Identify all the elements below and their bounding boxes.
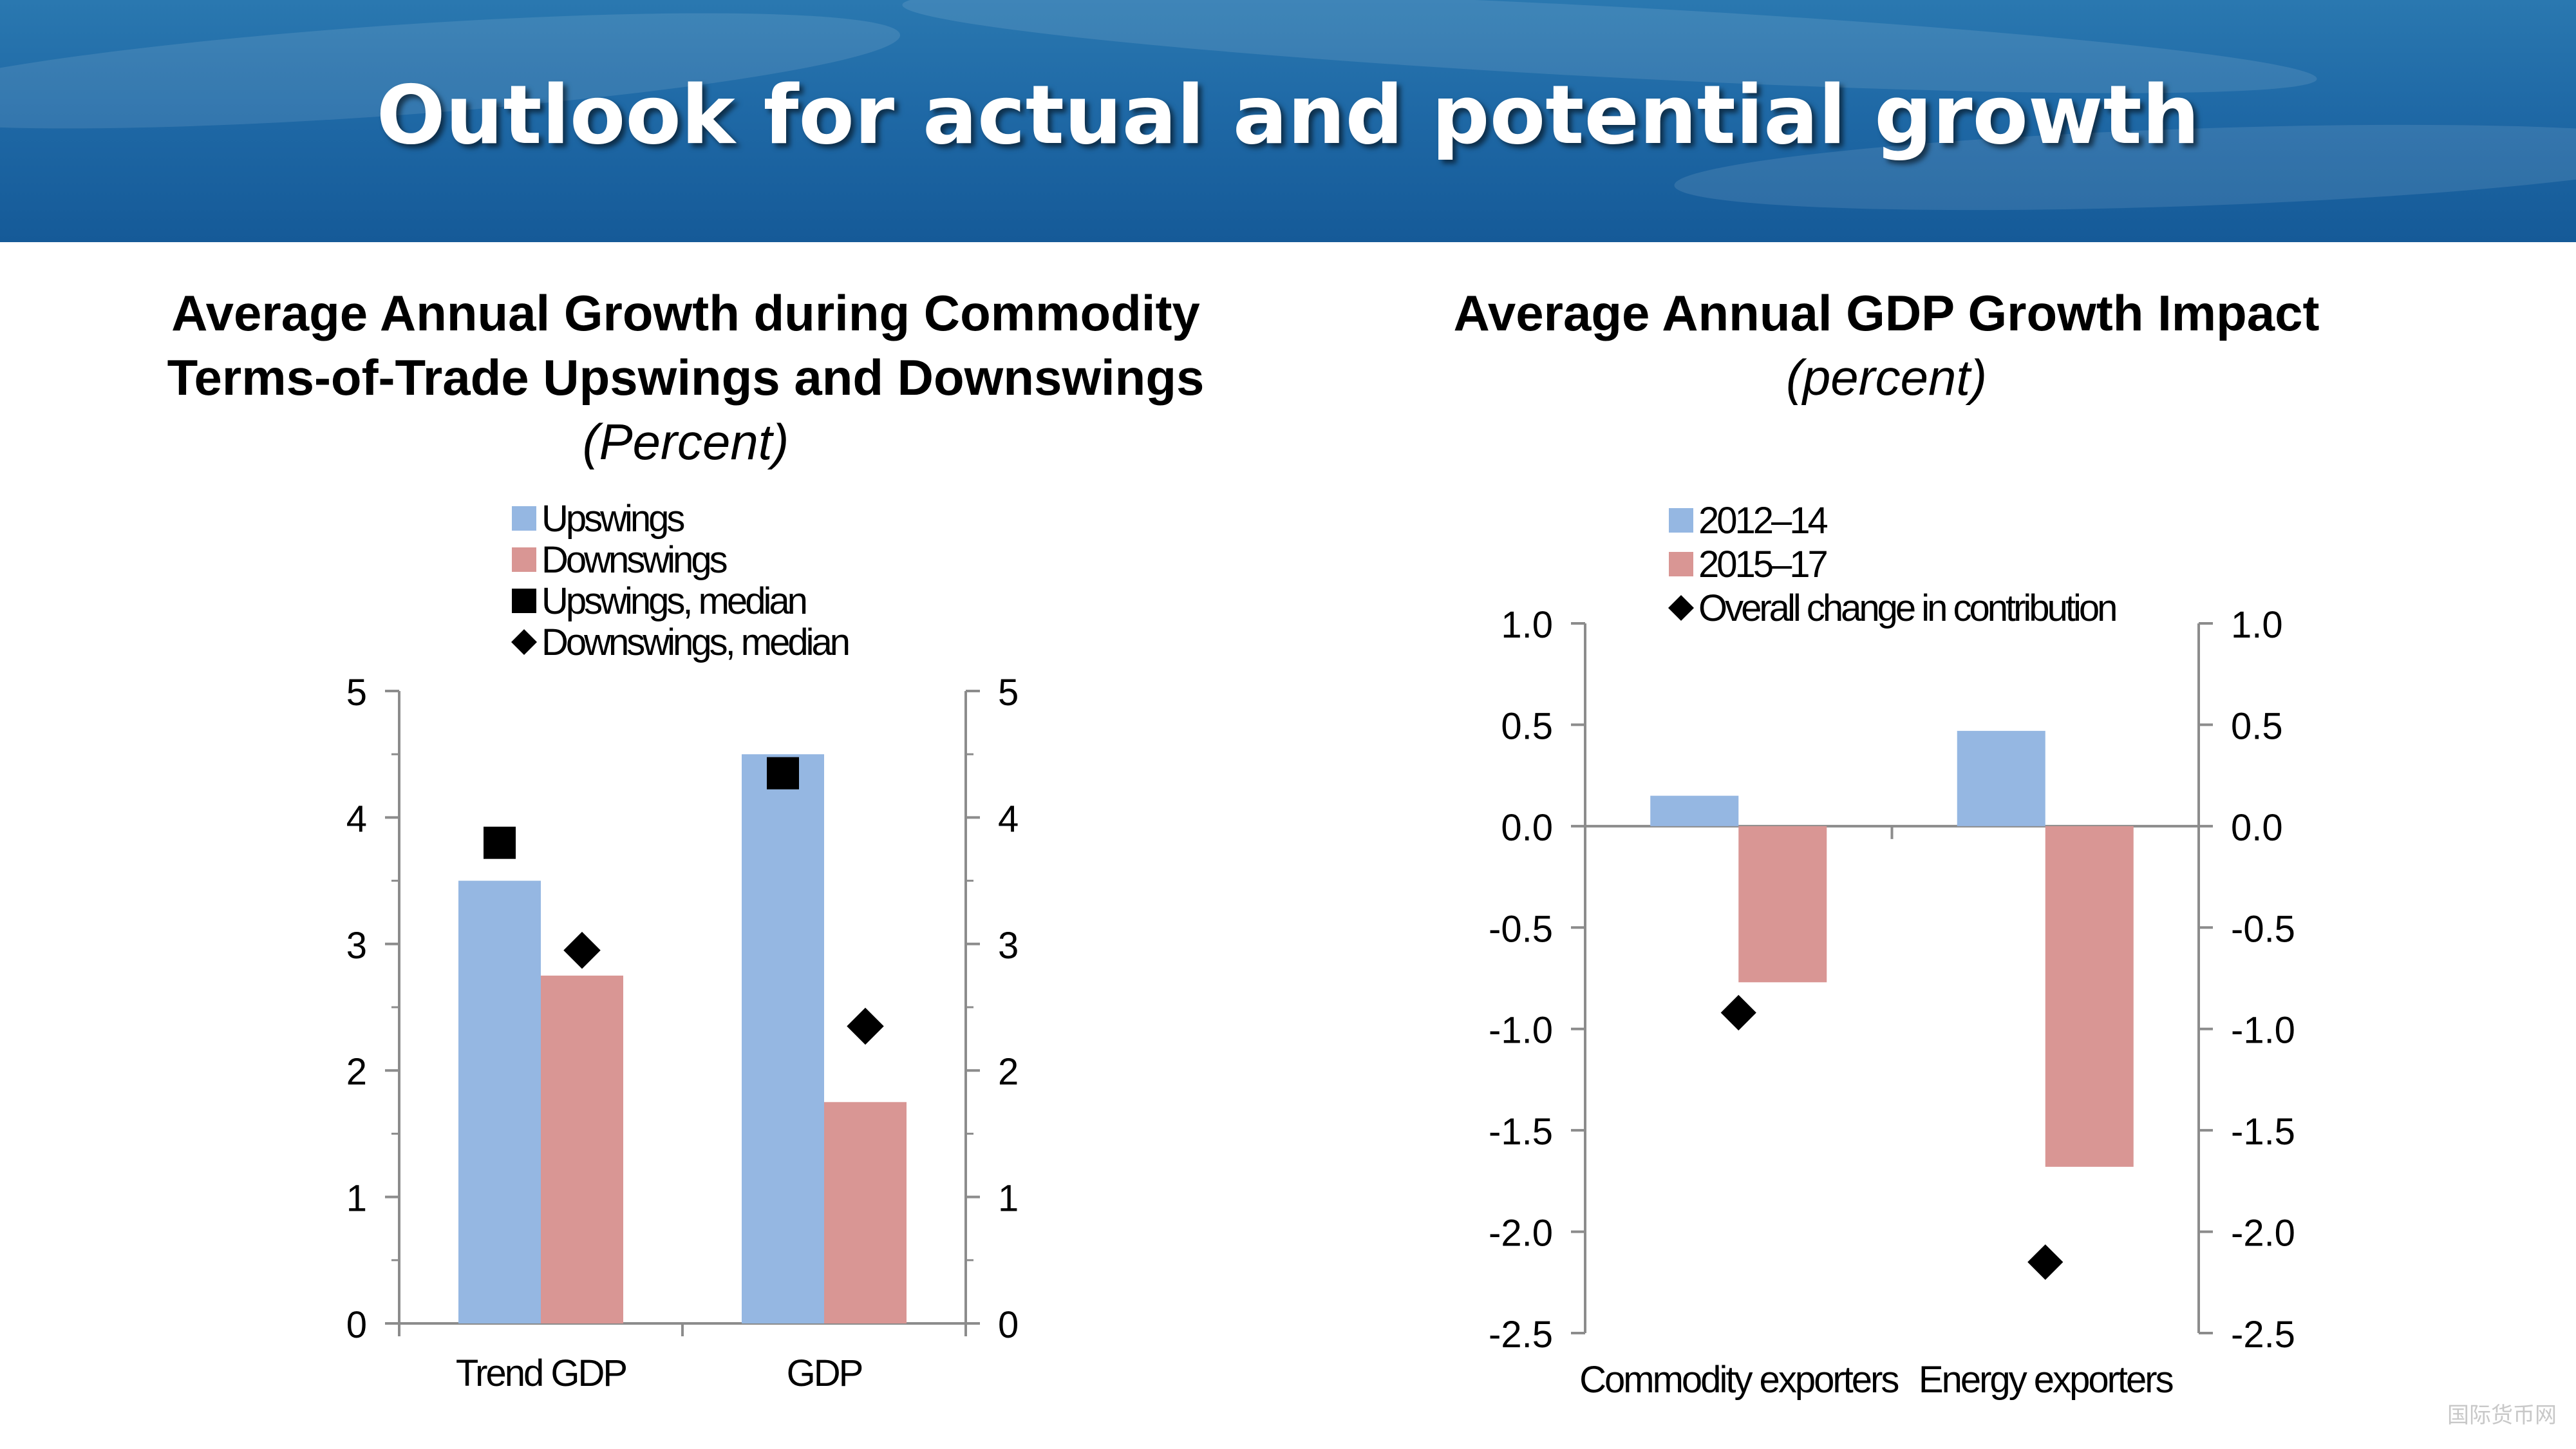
left-marker-downswings-median	[847, 1007, 884, 1045]
right-y-tick-label-right: 1.0	[2231, 604, 2283, 646]
right-legend-swatch	[1669, 552, 1693, 576]
right-y-tick-label-right: -0.5	[2231, 908, 2295, 950]
left-chart-title-line2: Terms-of-Trade Upswings and Downswings	[167, 349, 1205, 406]
right-legend-label: 2015–17	[1698, 544, 1827, 585]
right-y-tick-label-right: 0.5	[2231, 705, 2283, 747]
right-legend-swatch	[1668, 595, 1694, 621]
left-y-tick-label-right: 5	[998, 672, 1019, 714]
right-y-tick-label-right: -2.5	[2231, 1314, 2295, 1356]
left-bar-downswings	[541, 975, 623, 1323]
right-bar-2012-14	[1650, 795, 1739, 826]
right-y-tick-label-right: 0.0	[2231, 807, 2283, 849]
left-legend-swatch	[511, 629, 537, 655]
right-legend-label: 2012–14	[1698, 500, 1828, 542]
right-marker-overall-change-in-contribution	[1720, 994, 1756, 1031]
right-y-tick-label-left: -0.5	[1489, 908, 1553, 950]
right-bar-2015-17	[2045, 826, 2134, 1167]
right-y-tick-label-left: -1.5	[1489, 1111, 1553, 1153]
left-legend-swatch	[512, 547, 536, 572]
right-y-tick-label-left: 0.0	[1501, 807, 1553, 849]
right-marker-overall-change-in-contribution	[2027, 1244, 2064, 1280]
right-y-tick-label-left: -2.0	[1489, 1213, 1553, 1255]
left-y-tick-label-right: 1	[998, 1178, 1019, 1220]
title-banner	[0, 0, 2576, 242]
right-bar-2015-17	[1738, 826, 1827, 983]
left-chart-title-line1: Average Annual Growth during Commodity	[171, 285, 1200, 341]
right-y-tick-label-left: -1.0	[1489, 1010, 1553, 1052]
right-chart-title: Average Annual GDP Growth Impact	[1453, 285, 2320, 341]
right-category-label: Commodity exporters	[1579, 1359, 1898, 1401]
left-y-tick-label-left: 1	[346, 1178, 367, 1220]
slide-title: Outlook for actual and potential growth	[376, 68, 2200, 162]
left-marker-upswings-median	[767, 757, 799, 790]
right-y-tick-label-right: -1.5	[2231, 1111, 2295, 1153]
left-bar-upswings	[458, 880, 541, 1323]
left-legend-swatch	[512, 506, 536, 531]
left-legend-label: Upswings	[541, 498, 684, 540]
right-bar-2012-14	[1957, 730, 2045, 826]
left-category-label: GDP	[787, 1352, 862, 1394]
left-legend-label: Downswings, median	[541, 621, 849, 663]
left-y-tick-label-left: 3	[346, 925, 367, 967]
right-legend-label: Overall change in contribution	[1698, 587, 2116, 629]
left-chart-unit: (Percent)	[582, 413, 789, 470]
left-marker-downswings-median	[563, 931, 601, 969]
right-legend-swatch	[1669, 508, 1693, 533]
left-y-tick-label-left: 4	[346, 798, 367, 840]
left-y-tick-label-right: 0	[998, 1304, 1019, 1346]
right-y-tick-label-right: -1.0	[2231, 1010, 2295, 1052]
left-legend-label: Downswings	[541, 539, 727, 581]
left-y-tick-label-right: 3	[998, 925, 1019, 967]
left-y-tick-label-left: 0	[346, 1304, 367, 1346]
left-legend-label: Upswings, median	[541, 580, 806, 622]
watermark: 国际货币网	[2447, 1403, 2557, 1428]
left-legend-swatch	[512, 589, 536, 613]
left-y-tick-label-left: 2	[346, 1051, 367, 1093]
left-category-label: Trend GDP	[456, 1352, 626, 1394]
right-chart-unit: (percent)	[1785, 349, 1988, 406]
left-bar-downswings	[824, 1102, 907, 1323]
right-y-tick-label-left: -2.5	[1489, 1314, 1553, 1356]
left-y-tick-label-right: 2	[998, 1051, 1019, 1093]
right-y-tick-label-left: 0.5	[1501, 705, 1553, 747]
right-y-tick-label-left: 1.0	[1501, 604, 1553, 646]
left-marker-upswings-median	[484, 826, 516, 859]
right-y-tick-label-right: -2.0	[2231, 1213, 2295, 1255]
right-category-label: Energy exporters	[1919, 1359, 2173, 1401]
left-y-tick-label-right: 4	[998, 798, 1019, 840]
left-bar-upswings	[742, 754, 824, 1323]
left-y-tick-label-left: 5	[346, 672, 367, 714]
